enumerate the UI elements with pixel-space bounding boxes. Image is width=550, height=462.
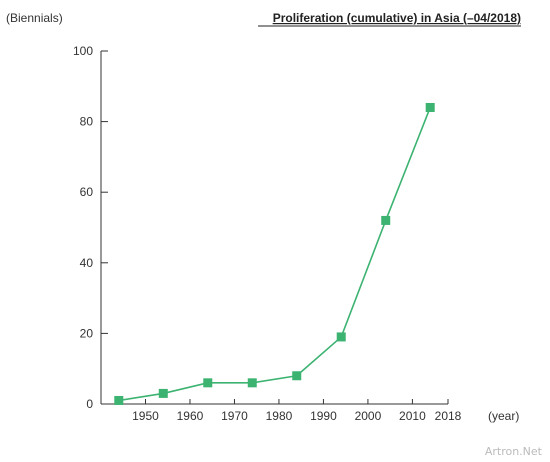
data-point <box>292 371 302 381</box>
y-tick-label: 60 <box>80 185 94 199</box>
y-ticks: 0 20 40 60 80 100 <box>73 44 108 411</box>
data-point <box>247 378 257 388</box>
data-point <box>336 332 346 342</box>
x-ticks: 1950 1960 1970 1980 1990 2000 2010 2018 <box>132 399 462 423</box>
chart-title: Proliferation (cumulative) in Asia (–04/… <box>273 11 521 25</box>
x-tick-label: 2018 <box>435 409 462 423</box>
y-tick-label: 80 <box>80 115 94 129</box>
axes <box>100 51 448 405</box>
x-tick-label: 1950 <box>132 409 159 423</box>
y-tick-label: 100 <box>73 44 93 58</box>
data-point <box>158 388 168 398</box>
x-tick-label: 1960 <box>177 409 204 423</box>
data-point <box>425 102 435 112</box>
y-tick-label: 40 <box>80 256 94 270</box>
x-tick-label: 1980 <box>266 409 293 423</box>
series-line <box>118 107 431 402</box>
watermark: Artron.Net <box>485 445 543 458</box>
data-point <box>381 215 391 225</box>
y-tick-label: 20 <box>80 326 94 340</box>
x-tick-label: 1970 <box>221 409 248 423</box>
x-tick-label: 2000 <box>355 409 382 423</box>
series <box>114 102 435 405</box>
x-tick-label: 1990 <box>310 409 337 423</box>
data-point <box>114 395 124 405</box>
x-tick-label: 2010 <box>399 409 426 423</box>
y-axis-label: (Biennials) <box>6 11 63 25</box>
x-axis-label: (year) <box>488 409 519 423</box>
data-point <box>203 378 213 388</box>
y-tick-label: 0 <box>86 397 93 411</box>
